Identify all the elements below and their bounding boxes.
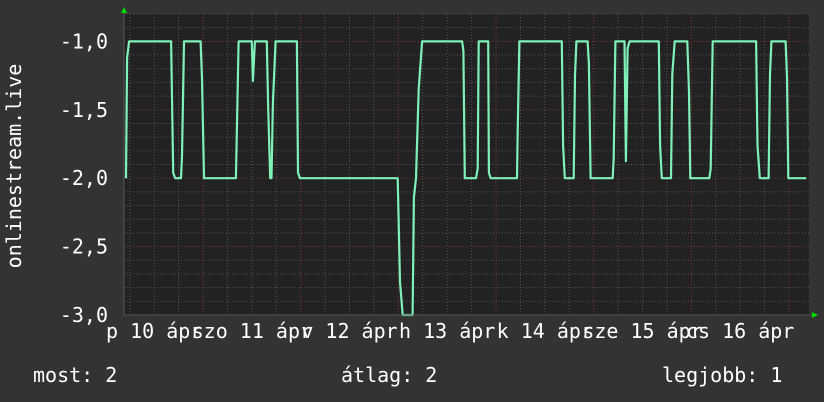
- x-tick-label: h 13 ápr: [399, 319, 495, 343]
- x-tick-label: cs 16 ápr: [686, 319, 794, 343]
- footer-average: átlag: 2: [341, 363, 437, 387]
- x-tick-label: szo 11 ápr: [192, 319, 312, 343]
- y-axis-label: onlinestream.live: [2, 64, 26, 269]
- footer-best: legjobb: 1: [662, 363, 782, 387]
- y-tick-label: -3,0: [60, 303, 108, 327]
- y-tick-label: -1,0: [60, 29, 108, 53]
- y-tick-label: -1,5: [60, 98, 108, 122]
- footer-current: most: 2: [33, 363, 117, 387]
- grid: [124, 13, 809, 316]
- x-tick-label: k 14 ápr: [497, 319, 593, 343]
- series-line: [124, 40, 807, 317]
- x-tick-label: v 12 ápr: [301, 319, 397, 343]
- y-tick-label: -2,5: [60, 235, 108, 259]
- y-axis-arrow-icon: [121, 7, 127, 13]
- x-axis-arrow-icon: [812, 312, 818, 318]
- y-axis-ticks: -1,0 -1,5 -2,0 -2,5 -3,0: [60, 29, 108, 327]
- x-tick-label: p 10 ápr: [106, 319, 202, 343]
- y-tick-label: -2,0: [60, 166, 108, 190]
- x-tick-label: sze 15 ápr: [582, 319, 702, 343]
